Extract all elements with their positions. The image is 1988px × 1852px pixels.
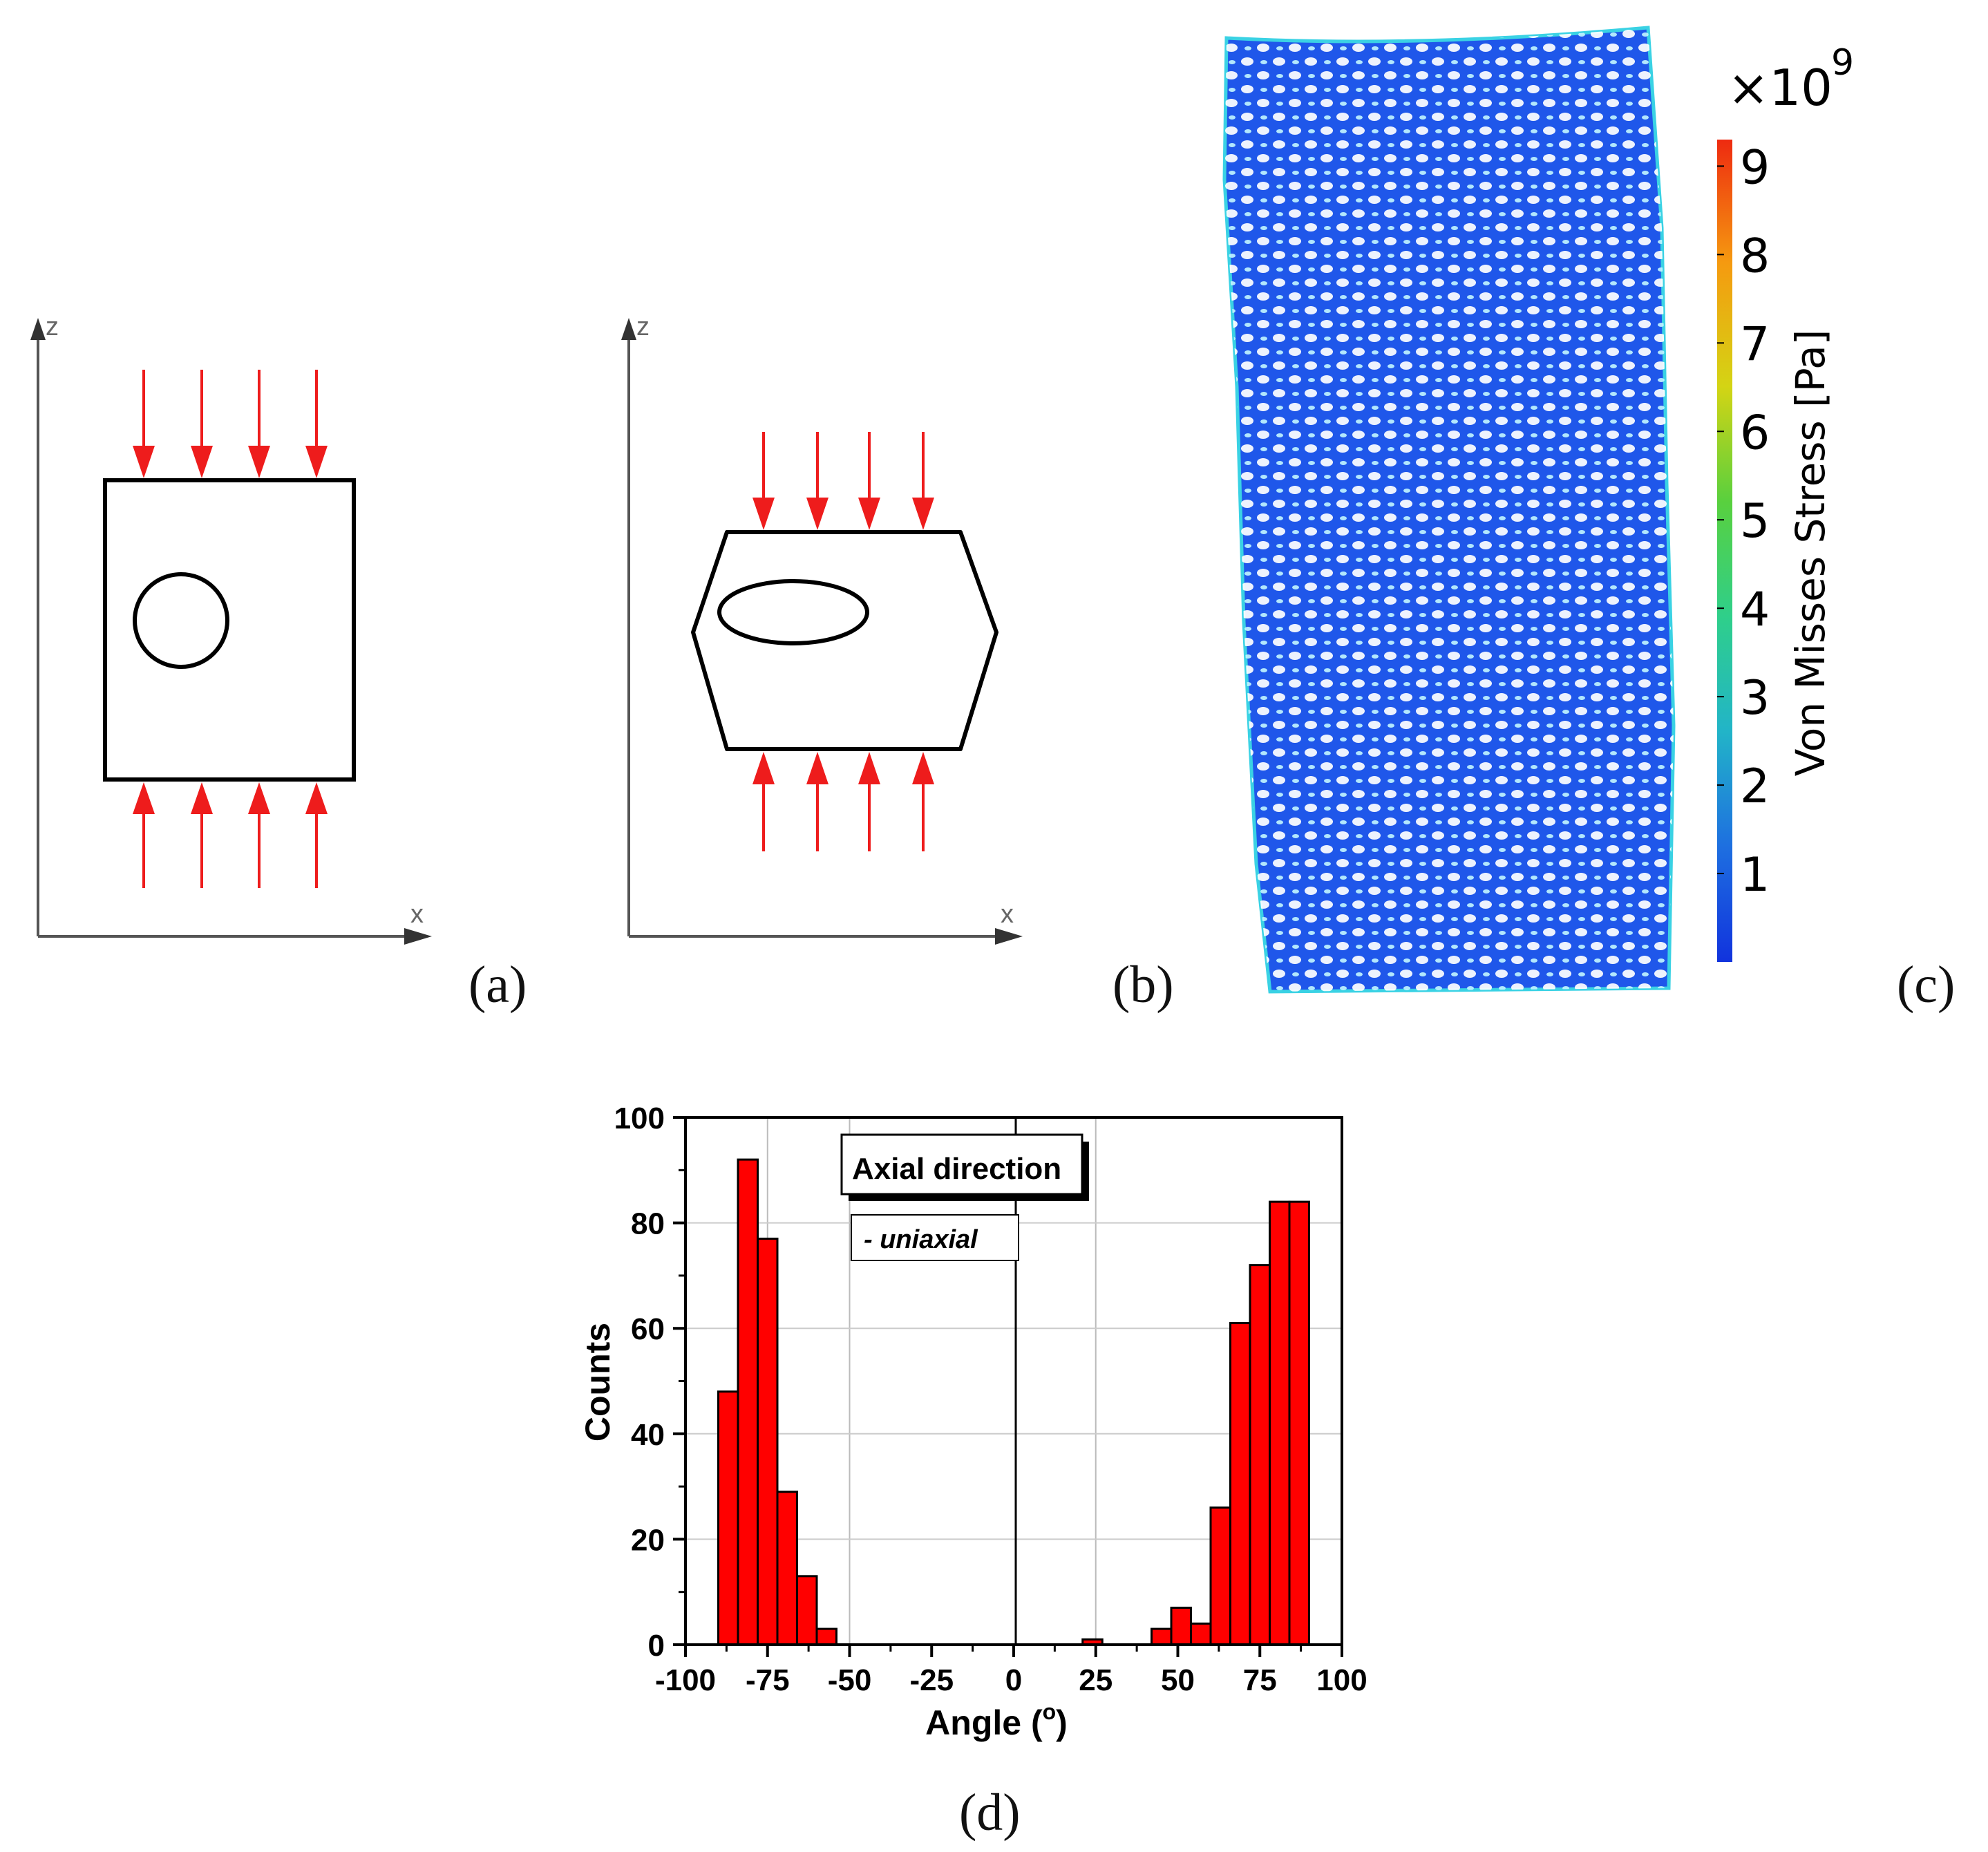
histogram-bar [1229, 1322, 1251, 1646]
panel-b-label: (b) [1113, 956, 1174, 1014]
x-axis-title-degree: o [1043, 1699, 1057, 1724]
legend-title: Axial direction [852, 1152, 1061, 1186]
colorbar-tick-label: 2 [1740, 759, 1770, 814]
y-tick-label: 40 [631, 1418, 665, 1452]
legend-title-box [840, 1133, 1083, 1196]
x-tick-label: 75 [1243, 1663, 1277, 1697]
histogram-bar [1288, 1200, 1310, 1646]
x-axis-arrowhead [404, 928, 432, 945]
histogram-bar [737, 1158, 759, 1646]
colorbar-title: Von Misses Stress [Pa] [1787, 330, 1834, 777]
panel-d-label: (d) [959, 1784, 1021, 1842]
histogram-bar [815, 1627, 837, 1646]
x-axis-arrowhead [995, 928, 1023, 945]
x-axis-label: x [410, 900, 424, 929]
panel-b: z x (b) [621, 312, 1174, 1014]
y-tick-label: 20 [631, 1523, 665, 1557]
panel-a: z x (a) [30, 312, 527, 1014]
colorbar-tick-label: 4 [1740, 583, 1770, 637]
x-tick-label: -25 [909, 1663, 954, 1697]
x-tick-label: 0 [1005, 1663, 1022, 1697]
y-ticks: 0 20 40 60 80 100 [614, 1102, 685, 1663]
x-tick-label: 100 [1316, 1663, 1367, 1697]
x-ticks: -100 -75 -50 -25 0 25 50 75 100 [655, 1645, 1367, 1697]
y-tick-label: 0 [648, 1629, 665, 1663]
x-axis-title-close: ) [1056, 1703, 1068, 1742]
x-tick-label: 50 [1161, 1663, 1195, 1697]
histogram-bar [1170, 1607, 1192, 1646]
histogram-bar [1151, 1627, 1173, 1646]
colorbar-tick-label: 1 [1740, 848, 1770, 903]
histogram-bar [1269, 1200, 1291, 1646]
legend-entry: - uniaxial [864, 1225, 978, 1254]
pore-pattern [1224, 28, 1674, 992]
top-load-arrows [133, 370, 328, 478]
y-tick-label: 100 [614, 1102, 665, 1135]
panel-c-label: (c) [1897, 956, 1955, 1014]
colorbar-tick-label: 6 [1740, 406, 1770, 460]
histogram-bar [757, 1237, 779, 1646]
panel-a-label: (a) [468, 956, 527, 1014]
bottom-load-arrows [133, 782, 328, 888]
y-axis-title: Counts [578, 1323, 617, 1442]
colorbar-exponent: 9 [1831, 42, 1854, 84]
x-axis-title: Angle (o) [925, 1699, 1068, 1742]
x-axis-label: x [1001, 900, 1014, 929]
colorbar-tick-label: 3 [1740, 671, 1770, 726]
colorbar-tick-label: 8 [1740, 229, 1770, 283]
undeformed-specimen [103, 478, 356, 782]
histogram-bar [776, 1491, 798, 1646]
colorbar-tick-label: 5 [1740, 494, 1770, 549]
colorbar-tick-label: 7 [1740, 317, 1770, 372]
top-load-arrows [752, 432, 934, 530]
y-tick-label: 80 [631, 1207, 665, 1241]
x-axis-title-text: Angle ( [925, 1703, 1043, 1742]
colorbar [1717, 140, 1732, 962]
circular-pore [133, 572, 229, 669]
histogram-bar [717, 1390, 739, 1646]
legend-entry-box [851, 1214, 1019, 1261]
x-tick-label: -100 [655, 1663, 716, 1697]
flattened-pore [717, 579, 869, 645]
histogram-bar [1249, 1264, 1271, 1646]
deformed-specimen [691, 530, 998, 751]
histogram-bar [1209, 1506, 1231, 1646]
histogram-bar [796, 1575, 818, 1646]
colorbar-multiplier: ×10 [1727, 59, 1833, 117]
x-tick-label: 25 [1079, 1663, 1113, 1697]
panel-d-histogram: Axial direction - uniaxial -100 -75 -50 -25… [578, 1102, 1367, 1842]
histogram-bar [1190, 1622, 1212, 1646]
z-axis-label: z [46, 312, 59, 341]
panel-c: ×10 9 9 8 7 6 5 4 3 2 1 Von Misses Stress [Pa] (… [1222, 26, 1955, 1014]
y-tick-label: 60 [631, 1312, 665, 1346]
x-tick-label: -75 [746, 1663, 790, 1697]
colorbar-ticks: 9 8 7 6 5 4 3 2 1 [1717, 140, 1770, 903]
z-axis-arrowhead [621, 318, 636, 340]
z-axis-arrowhead [30, 318, 46, 340]
x-tick-label: -50 [828, 1663, 872, 1697]
z-axis-label: z [636, 312, 650, 341]
colorbar-tick-label: 9 [1740, 140, 1770, 195]
bottom-load-arrows [752, 752, 934, 851]
legend: Axial direction - uniaxial [840, 1133, 1089, 1261]
